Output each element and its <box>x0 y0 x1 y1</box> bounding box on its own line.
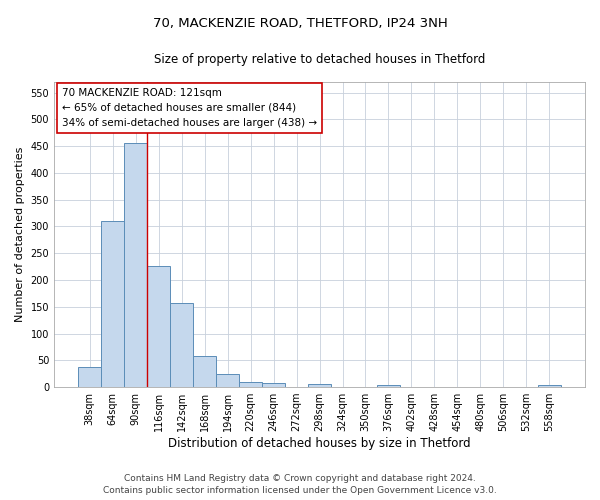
Bar <box>308 384 331 387</box>
Text: 70, MACKENZIE ROAD, THETFORD, IP24 3NH: 70, MACKENZIE ROAD, THETFORD, IP24 3NH <box>152 18 448 30</box>
Bar <box>377 386 400 387</box>
Bar <box>101 221 124 387</box>
Text: 70 MACKENZIE ROAD: 121sqm
← 65% of detached houses are smaller (844)
34% of semi: 70 MACKENZIE ROAD: 121sqm ← 65% of detac… <box>62 88 317 128</box>
Bar <box>239 382 262 387</box>
Bar <box>216 374 239 387</box>
Y-axis label: Number of detached properties: Number of detached properties <box>15 147 25 322</box>
Bar <box>78 366 101 387</box>
Title: Size of property relative to detached houses in Thetford: Size of property relative to detached ho… <box>154 52 485 66</box>
Text: Contains HM Land Registry data © Crown copyright and database right 2024.
Contai: Contains HM Land Registry data © Crown c… <box>103 474 497 495</box>
Bar <box>193 356 216 387</box>
Bar <box>147 266 170 387</box>
X-axis label: Distribution of detached houses by size in Thetford: Distribution of detached houses by size … <box>168 437 471 450</box>
Bar <box>124 143 147 387</box>
Bar <box>170 302 193 387</box>
Bar <box>538 385 561 387</box>
Bar <box>262 384 285 387</box>
